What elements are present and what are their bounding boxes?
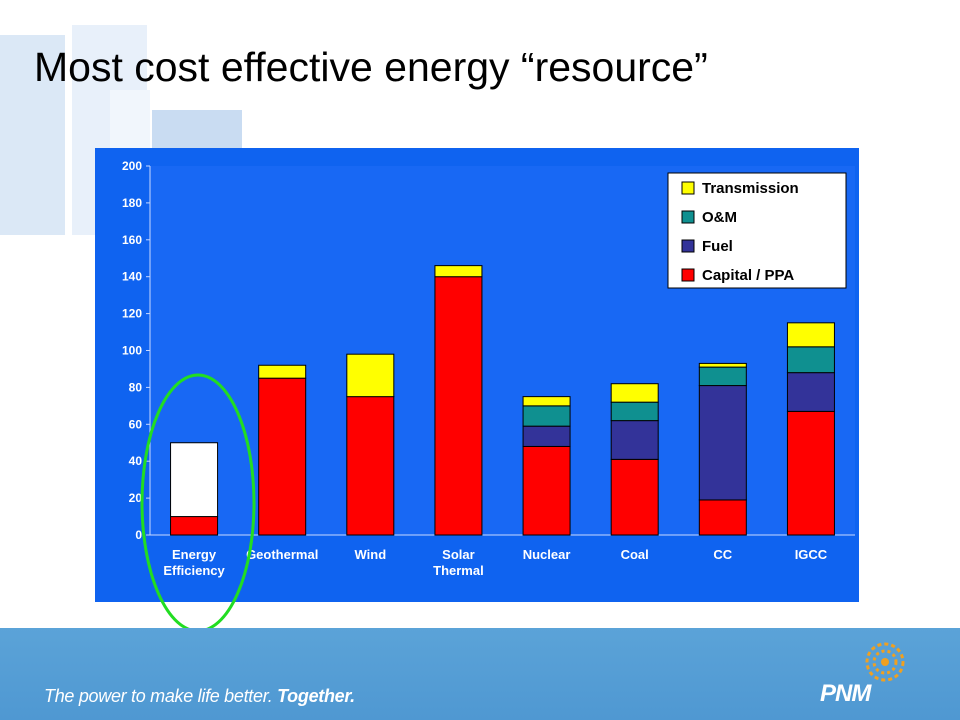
y-tick-label: 160 xyxy=(122,233,142,247)
bar-segment xyxy=(698,385,747,501)
y-tick-label: 60 xyxy=(129,417,143,431)
y-tick-label: 40 xyxy=(129,454,143,468)
sun-swirl-icon xyxy=(865,642,905,682)
x-tick-label: Nuclear xyxy=(523,547,571,562)
x-tick-label: Coal xyxy=(621,547,649,562)
bar-segment xyxy=(698,499,747,536)
bar-segment xyxy=(434,276,483,536)
footer-band xyxy=(0,628,960,720)
x-tick-label: Geothermal xyxy=(246,547,318,562)
tagline-bold: Together. xyxy=(277,686,355,706)
bar-segment xyxy=(434,265,483,278)
x-tick-label: IGCC xyxy=(795,547,828,562)
y-tick-label: 20 xyxy=(129,491,143,505)
bar-segment xyxy=(170,516,219,536)
legend-swatch xyxy=(681,268,695,282)
cost-chart: 0 20 40 60 80 100 120 140 160 180 200 EnergyEfficie… xyxy=(122,159,855,578)
bar-segment xyxy=(610,401,659,422)
y-tick-label: 100 xyxy=(122,344,142,358)
bar-segment xyxy=(786,372,835,412)
legend-swatch xyxy=(681,181,695,195)
slide-title: Most cost effective energy “resource” xyxy=(34,44,708,90)
x-tick-label: Thermal xyxy=(433,563,484,578)
chart-panel: 0 20 40 60 80 100 120 140 160 180 200 Energy Efficie… xyxy=(95,148,859,602)
tagline: The power to make life better. Together. xyxy=(44,686,355,707)
bar-segment xyxy=(346,353,395,398)
legend-swatch xyxy=(681,239,695,253)
bar-segment xyxy=(522,425,571,447)
tagline-regular: The power to make life better. xyxy=(44,686,273,706)
bar-segment xyxy=(698,362,747,368)
bar-segment xyxy=(522,396,571,407)
bar-segment xyxy=(786,410,835,536)
bar-segment-unlabeled xyxy=(170,442,219,518)
legend-label: Capital / PPA xyxy=(702,267,794,284)
y-tick-label: 120 xyxy=(122,307,142,321)
bar-segment xyxy=(610,383,659,403)
bar-segment xyxy=(610,458,659,536)
legend-box xyxy=(667,172,847,289)
bar-segment xyxy=(786,346,835,374)
x-tick-label: CC xyxy=(713,547,732,562)
bar-segment xyxy=(346,396,395,536)
bar-segment xyxy=(786,322,835,348)
x-tick-label: Energy xyxy=(172,547,217,562)
y-tick-label: 0 xyxy=(135,528,142,542)
x-tick-label: Wind xyxy=(354,547,386,562)
legend-label: O&M xyxy=(702,209,737,226)
legend-label: Fuel xyxy=(702,238,733,255)
y-tick-label: 140 xyxy=(122,270,142,284)
bar-segment xyxy=(258,377,307,536)
bar-segment xyxy=(258,364,307,379)
x-tick-label: Solar xyxy=(442,547,475,562)
y-tick-label: 180 xyxy=(122,196,142,210)
bar-segment xyxy=(522,405,571,427)
legend-swatch xyxy=(681,210,695,224)
bar-segment xyxy=(610,420,659,460)
x-tick-label: Efficiency xyxy=(163,563,225,578)
bar-segment xyxy=(522,445,571,536)
y-tick-label: 200 xyxy=(122,159,142,173)
bar-segment xyxy=(698,366,747,387)
legend-label: Transmission xyxy=(702,180,799,197)
company-logo: PNM xyxy=(820,680,871,707)
y-tick-label: 80 xyxy=(129,380,143,394)
